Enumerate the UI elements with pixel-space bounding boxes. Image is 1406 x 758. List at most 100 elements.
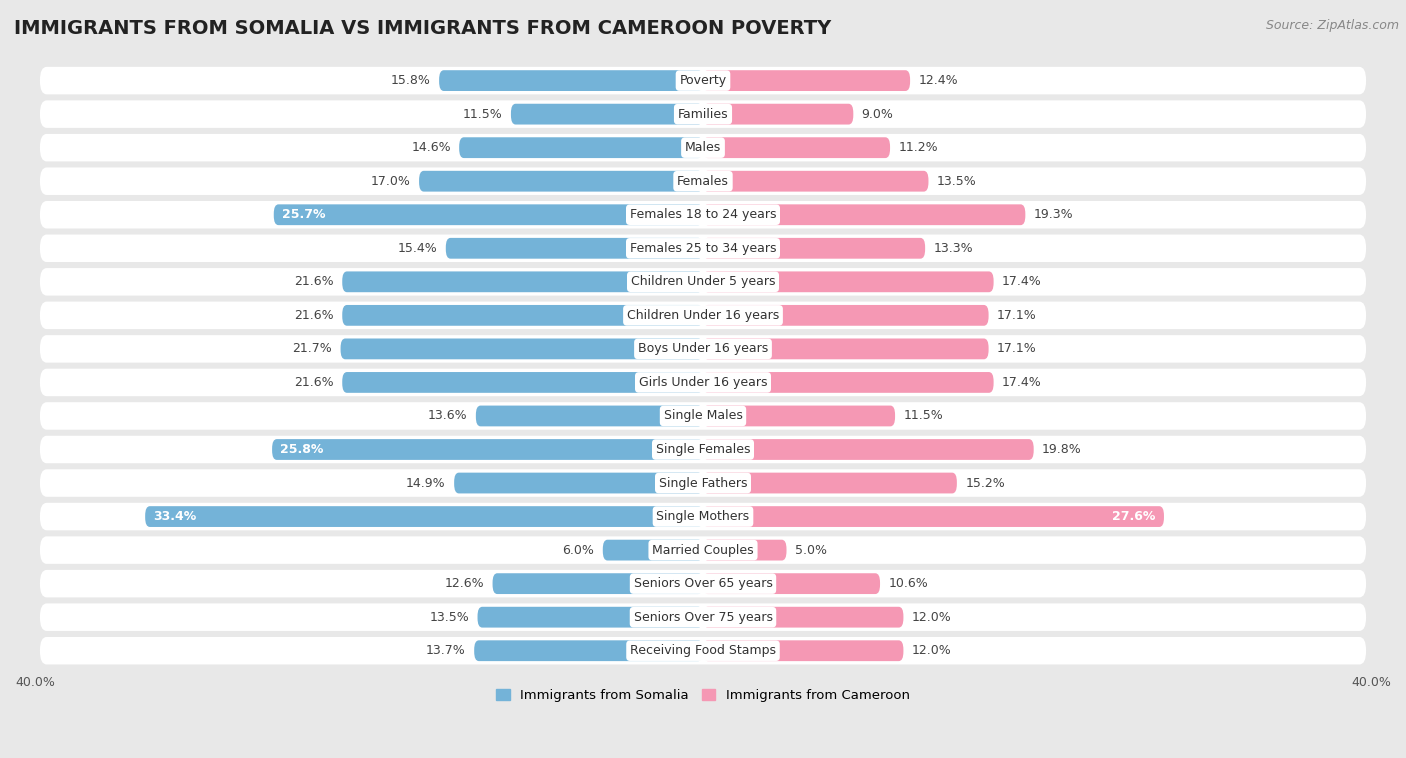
Text: Seniors Over 75 years: Seniors Over 75 years	[634, 611, 772, 624]
FancyBboxPatch shape	[703, 238, 925, 258]
FancyBboxPatch shape	[145, 506, 703, 527]
FancyBboxPatch shape	[39, 637, 1367, 665]
Text: Females 18 to 24 years: Females 18 to 24 years	[630, 208, 776, 221]
FancyBboxPatch shape	[703, 137, 890, 158]
FancyBboxPatch shape	[39, 603, 1367, 631]
FancyBboxPatch shape	[39, 100, 1367, 128]
Text: Single Females: Single Females	[655, 443, 751, 456]
FancyBboxPatch shape	[274, 205, 703, 225]
Text: 21.6%: 21.6%	[294, 275, 333, 288]
Text: 19.8%: 19.8%	[1042, 443, 1081, 456]
FancyBboxPatch shape	[342, 271, 703, 293]
FancyBboxPatch shape	[475, 406, 703, 426]
FancyBboxPatch shape	[39, 234, 1367, 262]
FancyBboxPatch shape	[39, 469, 1367, 496]
Text: Girls Under 16 years: Girls Under 16 years	[638, 376, 768, 389]
Text: 21.7%: 21.7%	[292, 343, 332, 356]
Text: Families: Families	[678, 108, 728, 121]
FancyBboxPatch shape	[39, 302, 1367, 329]
Text: 11.5%: 11.5%	[463, 108, 502, 121]
FancyBboxPatch shape	[478, 607, 703, 628]
Text: 33.4%: 33.4%	[153, 510, 197, 523]
Text: 9.0%: 9.0%	[862, 108, 894, 121]
Text: 13.5%: 13.5%	[936, 174, 977, 188]
Text: 5.0%: 5.0%	[794, 543, 827, 556]
Text: 17.1%: 17.1%	[997, 343, 1036, 356]
Text: Children Under 5 years: Children Under 5 years	[631, 275, 775, 288]
Text: 6.0%: 6.0%	[562, 543, 595, 556]
Text: 17.4%: 17.4%	[1002, 376, 1042, 389]
Text: 12.6%: 12.6%	[444, 577, 484, 590]
FancyBboxPatch shape	[703, 473, 957, 493]
FancyBboxPatch shape	[703, 271, 994, 293]
FancyBboxPatch shape	[703, 171, 928, 192]
FancyBboxPatch shape	[703, 641, 904, 661]
Text: 15.2%: 15.2%	[965, 477, 1005, 490]
FancyBboxPatch shape	[446, 238, 703, 258]
FancyBboxPatch shape	[273, 439, 703, 460]
FancyBboxPatch shape	[703, 506, 1164, 527]
Text: Females 25 to 34 years: Females 25 to 34 years	[630, 242, 776, 255]
FancyBboxPatch shape	[703, 339, 988, 359]
FancyBboxPatch shape	[703, 104, 853, 124]
FancyBboxPatch shape	[340, 339, 703, 359]
FancyBboxPatch shape	[703, 573, 880, 594]
FancyBboxPatch shape	[342, 372, 703, 393]
FancyBboxPatch shape	[460, 137, 703, 158]
Text: Males: Males	[685, 141, 721, 154]
FancyBboxPatch shape	[39, 402, 1367, 430]
FancyBboxPatch shape	[39, 134, 1367, 161]
FancyBboxPatch shape	[703, 372, 994, 393]
FancyBboxPatch shape	[474, 641, 703, 661]
FancyBboxPatch shape	[39, 335, 1367, 362]
FancyBboxPatch shape	[39, 201, 1367, 228]
FancyBboxPatch shape	[419, 171, 703, 192]
Text: 12.0%: 12.0%	[911, 644, 952, 657]
Text: 27.6%: 27.6%	[1112, 510, 1156, 523]
FancyBboxPatch shape	[39, 168, 1367, 195]
Text: 10.6%: 10.6%	[889, 577, 928, 590]
Text: 21.6%: 21.6%	[294, 376, 333, 389]
Text: Children Under 16 years: Children Under 16 years	[627, 309, 779, 322]
Text: Seniors Over 65 years: Seniors Over 65 years	[634, 577, 772, 590]
Text: 25.7%: 25.7%	[283, 208, 326, 221]
Text: 12.4%: 12.4%	[918, 74, 957, 87]
Text: 13.5%: 13.5%	[429, 611, 470, 624]
Text: Source: ZipAtlas.com: Source: ZipAtlas.com	[1265, 19, 1399, 32]
FancyBboxPatch shape	[342, 305, 703, 326]
Text: 21.6%: 21.6%	[294, 309, 333, 322]
FancyBboxPatch shape	[703, 305, 988, 326]
Text: 11.5%: 11.5%	[904, 409, 943, 422]
Text: 11.2%: 11.2%	[898, 141, 938, 154]
FancyBboxPatch shape	[39, 368, 1367, 396]
FancyBboxPatch shape	[39, 537, 1367, 564]
Text: Single Males: Single Males	[664, 409, 742, 422]
FancyBboxPatch shape	[492, 573, 703, 594]
Text: Receiving Food Stamps: Receiving Food Stamps	[630, 644, 776, 657]
Text: 12.0%: 12.0%	[911, 611, 952, 624]
Text: IMMIGRANTS FROM SOMALIA VS IMMIGRANTS FROM CAMEROON POVERTY: IMMIGRANTS FROM SOMALIA VS IMMIGRANTS FR…	[14, 19, 831, 38]
Text: 13.7%: 13.7%	[426, 644, 465, 657]
FancyBboxPatch shape	[703, 406, 896, 426]
Text: 13.3%: 13.3%	[934, 242, 973, 255]
Text: 15.8%: 15.8%	[391, 74, 430, 87]
Text: 14.9%: 14.9%	[406, 477, 446, 490]
FancyBboxPatch shape	[39, 268, 1367, 296]
Text: 14.6%: 14.6%	[411, 141, 451, 154]
Text: Boys Under 16 years: Boys Under 16 years	[638, 343, 768, 356]
FancyBboxPatch shape	[39, 67, 1367, 94]
Text: 25.8%: 25.8%	[280, 443, 323, 456]
FancyBboxPatch shape	[703, 70, 910, 91]
FancyBboxPatch shape	[703, 439, 1033, 460]
Text: 17.4%: 17.4%	[1002, 275, 1042, 288]
Text: 15.4%: 15.4%	[398, 242, 437, 255]
FancyBboxPatch shape	[510, 104, 703, 124]
FancyBboxPatch shape	[703, 607, 904, 628]
Text: 13.6%: 13.6%	[427, 409, 468, 422]
Text: Poverty: Poverty	[679, 74, 727, 87]
Text: Married Couples: Married Couples	[652, 543, 754, 556]
Text: 19.3%: 19.3%	[1033, 208, 1073, 221]
FancyBboxPatch shape	[454, 473, 703, 493]
FancyBboxPatch shape	[703, 540, 786, 560]
FancyBboxPatch shape	[603, 540, 703, 560]
